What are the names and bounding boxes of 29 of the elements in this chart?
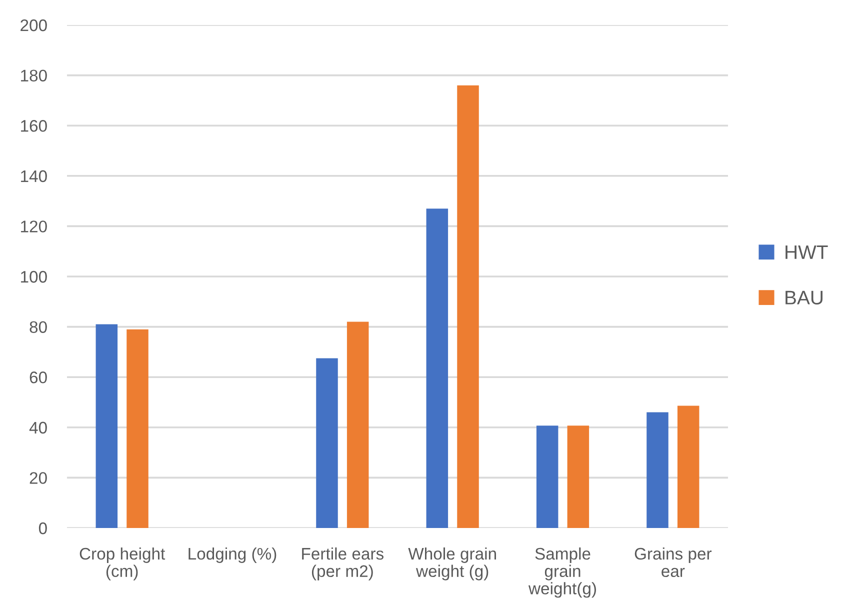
y-tick-label: 80 [30,321,47,334]
bar [677,406,700,528]
bar [567,426,590,528]
bar [536,426,558,528]
bar [316,358,338,528]
x-tick-label: Crop height (cm) [80,547,166,580]
legend-label: BAU [786,290,822,304]
y-tick-label: 180 [21,70,47,82]
bar [426,208,448,528]
x-tick-label: Lodging (%) [188,547,276,563]
bar [126,329,148,528]
y-tick-label: 200 [20,19,47,32]
x-tick-label: Fertile ears (per m2) [302,547,384,580]
y-tick-label: 120 [21,220,47,232]
x-tick-label: Sample grain weight(g) [528,547,596,598]
bar [346,322,369,528]
bar [457,85,479,528]
y-tick-label: 100 [21,270,47,283]
y-tick-label: 140 [21,170,47,182]
x-tick-label: Whole grain weight (g) [408,547,496,580]
y-tick-label: 60 [30,372,47,384]
y-tick-label: 0 [38,522,47,534]
y-tick-label: 20 [30,472,47,484]
y-tick-label: 160 [21,120,47,132]
x-tick-label: Grains per ear [634,547,712,578]
bar [646,412,668,528]
y-tick-label: 40 [29,422,47,434]
bar [96,324,118,528]
legend-label: HWT [786,245,828,259]
